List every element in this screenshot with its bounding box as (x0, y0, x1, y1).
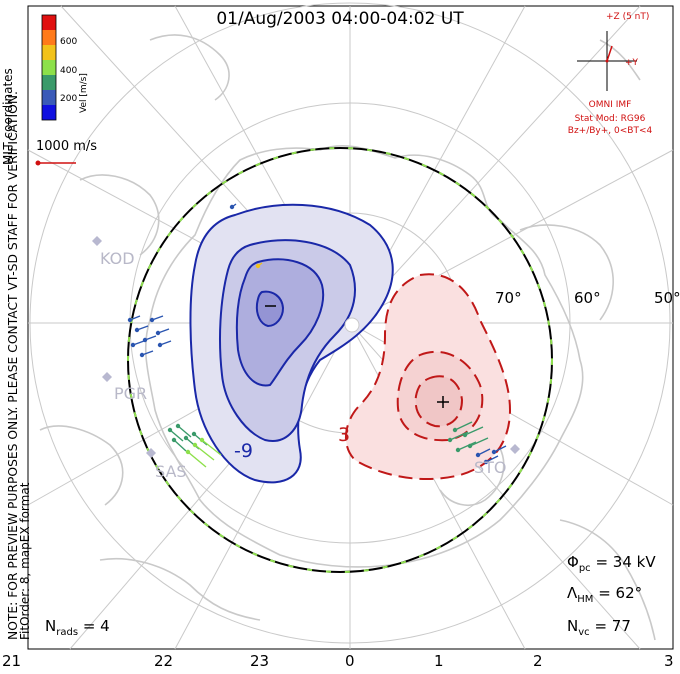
coastlines (39, 34, 656, 641)
colorbar-tick: 200 (60, 94, 78, 104)
vector-isolated-fast (255, 262, 263, 269)
colorbar-swatch (42, 90, 56, 105)
mlt-tick: 22 (154, 652, 174, 670)
heppner-maynard-boundary (127, 147, 553, 573)
velocity-vectors (127, 203, 507, 468)
radar-label: PGR (114, 384, 148, 403)
colorbar-swatch (42, 105, 56, 120)
scale-vector-glyph (35, 160, 76, 166)
colorbar-swatch (42, 45, 56, 60)
imf-clock (577, 31, 637, 91)
hm-boundary-latitude: ΛHM = 62° (567, 584, 643, 605)
imf-stat-mod: Stat Mod: RG96 (574, 114, 646, 124)
colorbar-tick: 600 (60, 37, 78, 47)
fit-order-note: FitOrder: 8, mapEX format (18, 482, 32, 640)
latitude-label: 50° (654, 289, 680, 307)
contour-label-positive: 3 (338, 424, 351, 446)
pole-marker (344, 317, 360, 333)
contour-label-negative: -9 (234, 440, 253, 462)
radar-label: KOD (100, 249, 135, 268)
vector-isolated (229, 203, 237, 210)
imf-y-label: +Y (625, 58, 639, 68)
latitude-label: 60° (574, 289, 601, 307)
mlt-tick: 0 (345, 652, 355, 670)
mlt-tick: 23 (250, 652, 270, 670)
imf-z-label: +Z (5 nT) (606, 12, 650, 22)
mlt-tick: 3 (664, 652, 674, 670)
radar-label: SAS (155, 462, 187, 481)
colorbar-swatch (42, 60, 56, 75)
vector-cluster-sas (167, 423, 208, 452)
imf-source: OMNI IMF (588, 100, 632, 110)
mlt-tick: 2 (533, 652, 543, 670)
map-title: 01/Aug/2003 04:00-04:02 UT (216, 9, 464, 29)
radar-sites (92, 236, 520, 458)
vector-count: Nvc = 77 (567, 617, 631, 638)
positive-potential-cell (344, 273, 512, 481)
colorbar-swatch (42, 30, 56, 45)
colorbar-swatch (42, 15, 56, 30)
cross-polar-potential: Φpc = 34 kV (567, 553, 656, 574)
colorbar-label: Vel [m/s] (79, 73, 89, 113)
vector-cluster-sto (447, 421, 489, 453)
latitude-label: 70° (495, 289, 522, 307)
scale-vector-label: 1000 m/s (36, 139, 98, 154)
vector-cluster-sas-fast (185, 437, 222, 468)
imf-condition: Bz+/By+, 0<BT<4 (567, 126, 653, 136)
mlt-tick: 21 (2, 652, 22, 670)
colorbar-swatch (42, 75, 56, 90)
colorbar-tick: 400 (60, 66, 78, 76)
vector-cluster-pgr (127, 315, 172, 358)
velocity-colorbar (41, 14, 57, 121)
negative-potential-cell (189, 203, 394, 484)
radar-count: Nrads = 4 (45, 617, 110, 638)
radar-label: STO (474, 458, 507, 477)
mlt-tick: 1 (434, 652, 444, 670)
vector-cluster-sto-slow (475, 445, 507, 465)
